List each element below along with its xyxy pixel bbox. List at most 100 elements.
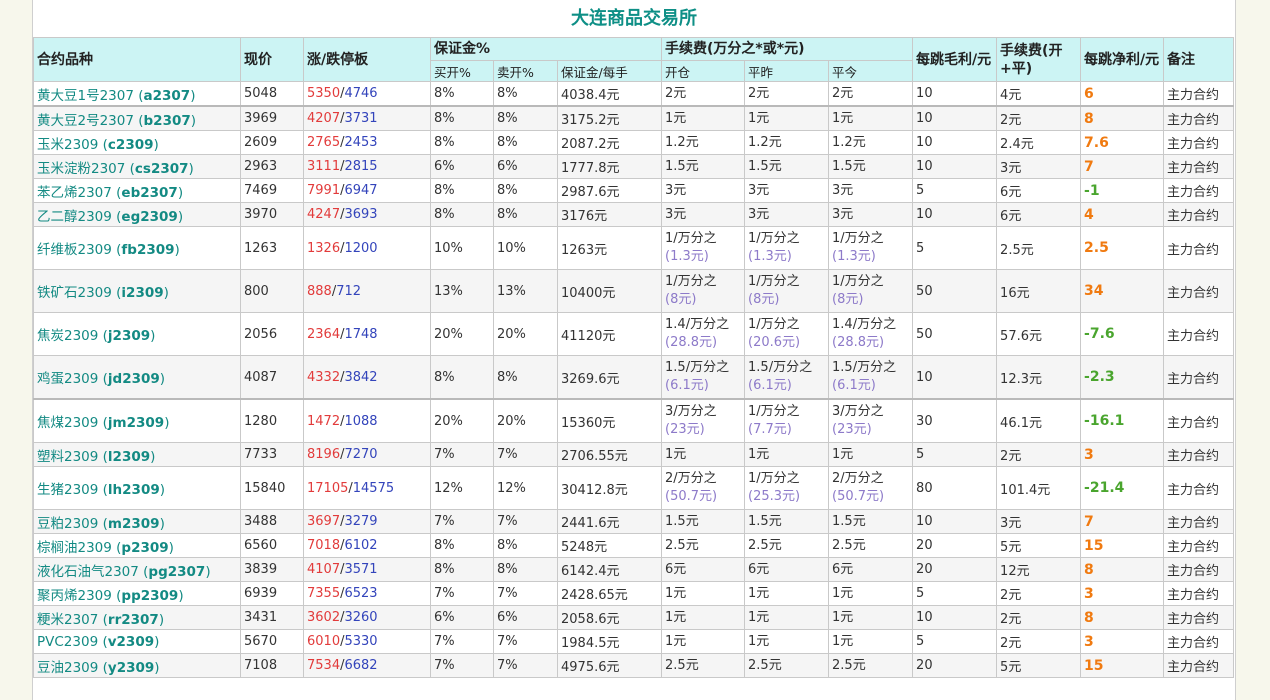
- contract-cell[interactable]: 豆油2309 (y2309): [33, 653, 241, 678]
- fee-c2-cell: 1元: [828, 105, 914, 131]
- tick-net-cell: 7: [1080, 154, 1165, 179]
- contract-name[interactable]: 苯乙烯2307: [37, 184, 112, 201]
- contract-name[interactable]: 粳米2307: [37, 611, 99, 628]
- contract-cell[interactable]: 玉米2309 (c2309): [33, 130, 241, 155]
- contract-code[interactable]: b2307: [143, 112, 191, 129]
- fee-value: 1/万分之: [748, 471, 800, 486]
- contract-cell[interactable]: 粳米2307 (rr2307): [33, 605, 241, 630]
- contract-code[interactable]: eb2307: [121, 184, 178, 201]
- price-cell: 15840: [240, 466, 304, 510]
- note-cell: 主力合约: [1163, 202, 1235, 227]
- contract-name[interactable]: 豆油2309: [37, 659, 99, 676]
- sell-open-cell: 8%: [493, 130, 558, 155]
- contract-code[interactable]: fb2309: [121, 242, 175, 258]
- limit-down: 2453: [344, 135, 378, 150]
- header-sell-open: 卖开%: [493, 60, 558, 82]
- fee-c1-cell: 1元: [744, 105, 830, 131]
- contract-cell[interactable]: 聚丙烯2309 (pp2309): [33, 581, 241, 606]
- contract-name[interactable]: PVC2309: [37, 633, 99, 650]
- limit-cell: 2364/1748: [303, 312, 431, 356]
- contract-code[interactable]: eg2309: [121, 208, 178, 225]
- contract-code[interactable]: i2309: [121, 285, 164, 301]
- contract-name[interactable]: 黄大豆2号2307: [37, 112, 134, 129]
- contract-name[interactable]: 玉米2309: [37, 136, 99, 153]
- sell-open-cell: 8%: [493, 355, 558, 400]
- contract-code[interactable]: p2309: [121, 539, 169, 556]
- contract-code[interactable]: l2309: [107, 448, 151, 465]
- limit-up: 3697: [307, 514, 341, 529]
- contract-code[interactable]: v2309: [107, 633, 155, 650]
- contract-cell[interactable]: 生猪2309 (lh2309): [33, 466, 241, 510]
- contract-cell[interactable]: 豆粕2309 (m2309): [33, 509, 241, 534]
- contract-cell[interactable]: 鸡蛋2309 (jd2309): [33, 355, 241, 400]
- contract-name[interactable]: 生猪2309: [37, 482, 99, 498]
- contract-cell[interactable]: 黄大豆2号2307 (b2307): [33, 105, 241, 131]
- contract-code[interactable]: lh2309: [107, 482, 160, 498]
- tick-gross-cell: 5: [912, 226, 998, 270]
- fee-c1-cell: 6元: [744, 557, 830, 582]
- limit-cell: 8196/7270: [303, 442, 431, 467]
- contract-cell[interactable]: 黄大豆1号2307 (a2307): [33, 81, 241, 107]
- note-cell: 主力合约: [1163, 226, 1235, 270]
- contract-cell[interactable]: 纤维板2309 (fb2309): [33, 226, 241, 270]
- contract-cell[interactable]: 铁矿石2309 (i2309): [33, 269, 241, 313]
- contract-name[interactable]: 豆粕2309: [37, 515, 99, 532]
- contract-name[interactable]: 液化石油气2307: [37, 563, 139, 580]
- contract-code[interactable]: pg2307: [148, 563, 206, 580]
- contract-code[interactable]: y2309: [107, 659, 155, 676]
- contract-cell[interactable]: 焦煤2309 (jm2309): [33, 398, 241, 443]
- limit-down: 3279: [344, 514, 378, 529]
- fee-value: 1元: [748, 110, 770, 126]
- fee-total-cell: 46.1元: [996, 398, 1082, 443]
- limit-down: 6523: [344, 586, 378, 601]
- contract-cell[interactable]: 玉米淀粉2307 (cs2307): [33, 154, 241, 179]
- fee-amount: (6.1元): [665, 378, 709, 393]
- price-cell: 1280: [240, 398, 304, 443]
- contract-cell[interactable]: 焦炭2309 (j2309): [33, 312, 241, 356]
- sell-open-cell: 8%: [493, 81, 558, 107]
- contract-name[interactable]: 棕榈油2309: [37, 539, 112, 556]
- table-row: 苯乙烯2307 (eb2307) 7469 7991/6947 8% 8% 2987.6元…: [33, 178, 1235, 203]
- contract-name[interactable]: 焦煤2309: [37, 415, 99, 431]
- contract-name[interactable]: 塑料2309: [37, 448, 99, 465]
- buy-open-cell: 20%: [430, 398, 494, 443]
- limit-up: 7991: [307, 183, 341, 198]
- limit-up: 1472: [307, 413, 341, 429]
- contract-cell[interactable]: 苯乙烯2307 (eb2307): [33, 178, 241, 203]
- contract-cell[interactable]: PVC2309 (v2309): [33, 629, 241, 654]
- contract-name[interactable]: 纤维板2309: [37, 242, 112, 258]
- contract-cell[interactable]: 棕榈油2309 (p2309): [33, 533, 241, 558]
- contract-code[interactable]: m2309: [107, 515, 160, 532]
- limit-cell: 4207/3731: [303, 105, 431, 131]
- fee-value: 2.5元: [748, 657, 782, 673]
- contract-code[interactable]: a2307: [143, 87, 191, 104]
- tick-gross-cell: 10: [912, 509, 998, 534]
- contract-name[interactable]: 焦炭2309: [37, 328, 99, 344]
- fee-open-cell: 1元: [661, 581, 746, 606]
- contract-name[interactable]: 黄大豆1号2307: [37, 87, 134, 104]
- fee-amount: (23元): [832, 422, 872, 437]
- contract-code[interactable]: cs2307: [134, 160, 189, 177]
- contract-code[interactable]: rr2307: [107, 611, 159, 628]
- limit-up: 5350: [307, 86, 341, 101]
- contract-code[interactable]: jm2309: [107, 415, 165, 431]
- price-cell: 2609: [240, 130, 304, 155]
- contract-code[interactable]: c2309: [107, 136, 154, 153]
- contract-name[interactable]: 聚丙烯2309: [37, 587, 112, 604]
- contract-cell[interactable]: 液化石油气2307 (pg2307): [33, 557, 241, 582]
- contract-name[interactable]: 铁矿石2309: [37, 285, 112, 301]
- margin-cell: 2706.55元: [556, 442, 663, 467]
- contract-code[interactable]: j2309: [107, 328, 151, 344]
- table-row: 焦炭2309 (j2309) 2056 2364/1748 20% 20% 41120元 1…: [33, 312, 1235, 356]
- contract-code[interactable]: jd2309: [107, 371, 160, 387]
- limit-up: 4107: [307, 562, 341, 577]
- header-margin-group: 保证金%: [429, 37, 663, 61]
- contract-cell[interactable]: 乙二醇2309 (eg2309): [33, 202, 241, 227]
- contract-name[interactable]: 乙二醇2309: [37, 208, 112, 225]
- contract-name[interactable]: 玉米淀粉2307: [37, 160, 126, 177]
- fee-amount: (6.1元): [748, 378, 792, 393]
- contract-name[interactable]: 鸡蛋2309: [37, 371, 99, 387]
- sell-open-cell: 7%: [493, 629, 558, 654]
- contract-code[interactable]: pp2309: [121, 587, 179, 604]
- contract-cell[interactable]: 塑料2309 (l2309): [33, 442, 241, 467]
